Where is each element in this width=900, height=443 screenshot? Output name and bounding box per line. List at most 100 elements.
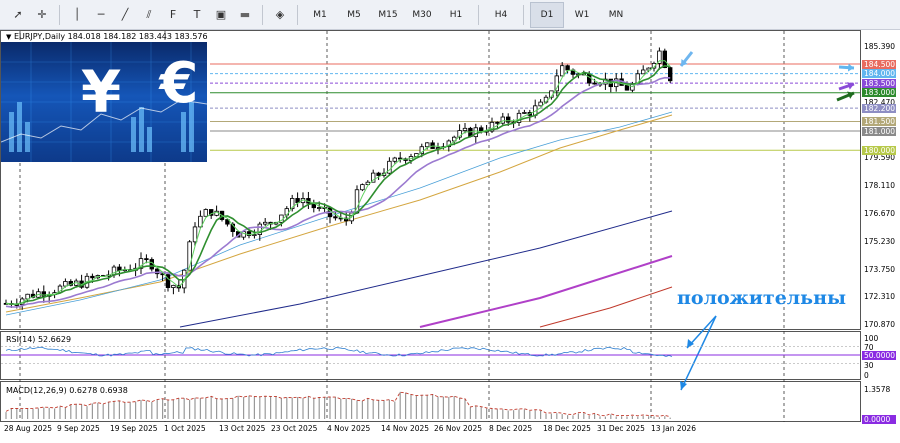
- ma-green-line: [5, 64, 671, 306]
- timeframe-m1[interactable]: M1: [313, 9, 327, 20]
- candle-body: [63, 281, 68, 287]
- candle-body: [316, 207, 322, 209]
- arrow-blue-chart-head: [681, 59, 688, 66]
- candle-body: [505, 116, 511, 123]
- candle-body: [246, 231, 252, 236]
- annotation-arrow-line: [680, 315, 717, 391]
- rsi-axis-label: 70: [864, 343, 874, 352]
- price-level-box: 181.500: [862, 116, 896, 126]
- ma-red-line: [539, 286, 673, 328]
- main-pane-frame: [0, 30, 861, 330]
- candle-body: [641, 69, 646, 75]
- eurjpy-logo-image: ¥ €: [1, 42, 207, 162]
- price-chart[interactable]: [0, 30, 900, 439]
- candle-body: [144, 258, 149, 261]
- date-axis-label: 31 Dec 2025: [597, 424, 645, 433]
- toolbar-separator: [262, 4, 263, 25]
- rsi-axis-label: 100: [864, 334, 879, 343]
- candle-body: [457, 130, 462, 138]
- timeframe-m15[interactable]: M15: [378, 9, 398, 20]
- arrow-purple-axis-head: [847, 82, 854, 90]
- candle-body: [662, 50, 667, 69]
- price-level-box: 181.000: [862, 126, 896, 136]
- chart-area[interactable]: [0, 30, 900, 439]
- annotation-text: положительны: [677, 287, 847, 309]
- fibonacci-icon[interactable]: F: [169, 8, 177, 21]
- price-level-box: 182.200: [862, 103, 896, 113]
- candle-body: [668, 67, 673, 82]
- horizontal-line-icon[interactable]: ─: [97, 8, 105, 21]
- ma-blue-line: [5, 111, 673, 316]
- toolbar-separator: [523, 4, 524, 25]
- equidistant-channel-icon[interactable]: ⫽: [146, 7, 152, 21]
- candle-body: [41, 291, 46, 297]
- date-axis-label: 23 Oct 2025: [271, 424, 318, 433]
- ma-200-line: [179, 210, 673, 328]
- candle-body: [370, 172, 376, 183]
- shapes-dropdown-icon[interactable]: ◈: [275, 8, 285, 21]
- price-axis-label: 178.110: [864, 181, 896, 191]
- macd-signal-line: [5, 391, 671, 418]
- macd-label: MACD(12,26,9) 0.6278 0.6938: [6, 386, 128, 395]
- timeframe-m30[interactable]: M30: [412, 9, 432, 20]
- symbol-info: ▼ EURJPY,Daily 184.018 184.182 183.443 1…: [6, 32, 208, 41]
- candle-body: [198, 215, 203, 228]
- macd-axis-label: 1.3578: [864, 385, 891, 394]
- candle-body: [225, 219, 230, 225]
- price-level-box: 184.000: [862, 69, 896, 79]
- candle-body: [624, 85, 630, 91]
- candle-body: [203, 209, 208, 217]
- rsi-pane-frame: [0, 331, 861, 380]
- rsi-axis-label: 50.0000: [862, 351, 896, 360]
- rectangle-icon[interactable]: ▬: [239, 8, 251, 21]
- arrow-blue-axis-head: [847, 63, 854, 72]
- timeframe-h1[interactable]: H1: [449, 9, 463, 20]
- crosshair-icon[interactable]: ✛: [37, 8, 47, 21]
- rsi-axis-label: 0: [864, 371, 869, 380]
- timeframe-mn[interactable]: MN: [608, 9, 624, 20]
- rsi-line: [5, 346, 673, 357]
- candle-body: [289, 198, 295, 210]
- candle-body: [376, 172, 381, 176]
- svg-text:€: €: [158, 51, 199, 116]
- timeframe-m5[interactable]: M5: [347, 9, 361, 20]
- price-axis-label: 176.670: [864, 208, 896, 218]
- candle-body: [208, 209, 214, 216]
- date-axis-label: 28 Aug 2025: [4, 424, 53, 433]
- candle-body: [392, 157, 397, 162]
- rsi-label: RSI(14) 52.6629: [6, 335, 72, 344]
- price-level-box: 184.500: [862, 59, 896, 69]
- vertical-line-icon[interactable]: │: [73, 8, 81, 21]
- ma-lightgreen-line: [5, 60, 671, 305]
- arrow-green-axis-head: [847, 91, 854, 99]
- candle-body: [252, 234, 257, 236]
- date-axis-label: 8 Dec 2025: [489, 424, 533, 433]
- candle-body: [554, 75, 559, 92]
- price-level-box: 183.000: [862, 88, 896, 98]
- price-axis-label: 170.870: [864, 320, 896, 329]
- date-axis-label: 9 Sep 2025: [57, 424, 100, 433]
- price-axis-label: 185.390: [864, 42, 896, 51]
- candle-body: [489, 121, 495, 132]
- timeframe-w1[interactable]: W1: [574, 9, 590, 20]
- price-axis-label: 179.590: [864, 153, 896, 163]
- cursor-icon[interactable]: ➚: [13, 8, 23, 21]
- toolbar-separator: [59, 4, 60, 25]
- candle-body: [149, 259, 154, 270]
- price-axis-label: 172.310: [864, 292, 896, 302]
- timeframe-d1[interactable]: D1: [530, 1, 564, 28]
- price-axis-label: 173.750: [864, 264, 896, 274]
- candle-body: [478, 127, 484, 132]
- text-label-icon[interactable]: ▣: [215, 8, 227, 21]
- candle-body: [387, 160, 392, 174]
- candle-body: [657, 50, 662, 64]
- trendline-icon[interactable]: ╱: [121, 8, 129, 21]
- timeframe-h4[interactable]: H4: [494, 9, 508, 20]
- candle-body: [165, 274, 171, 288]
- candle-body: [230, 223, 235, 232]
- candle-body: [462, 127, 468, 131]
- rsi-axis-label: 30: [864, 361, 874, 370]
- price-level-box: 180.000: [862, 145, 896, 155]
- text-icon[interactable]: T: [193, 8, 201, 21]
- candle-body: [187, 241, 192, 271]
